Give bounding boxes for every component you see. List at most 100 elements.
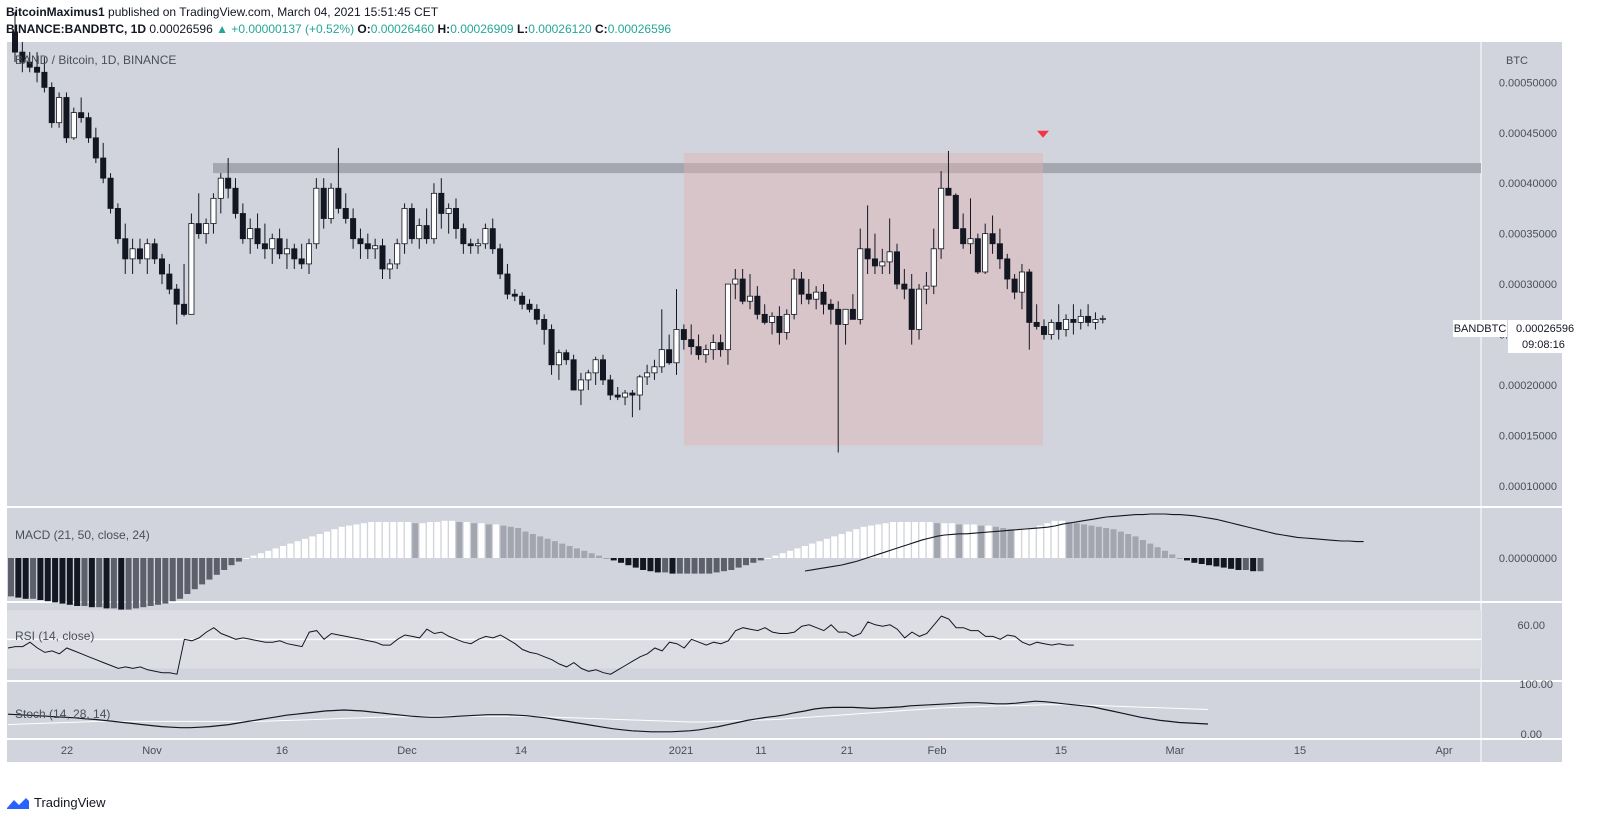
close-value: 0.00026596 [607,22,672,36]
candle [555,352,562,366]
candle [475,243,482,247]
macd-bar [346,525,353,558]
candle [19,51,26,63]
macd-bar [302,538,308,558]
macd-bar [875,524,882,558]
candle [857,248,864,320]
candle [445,208,452,214]
macd-bar [404,522,411,558]
stoch-series [7,700,1209,733]
macd-bar [478,523,485,558]
candle [34,66,41,73]
candle [11,31,18,53]
candle [460,228,467,245]
candle [842,308,849,325]
candle [239,213,246,240]
candle [1055,322,1062,330]
macd-bar [647,558,654,572]
macd-bar [1220,558,1227,568]
candle [203,223,210,235]
macd-bar [823,538,830,558]
candle [548,329,555,366]
candle [511,293,518,297]
resistance-zone [213,163,1481,174]
macd-bar [88,558,95,608]
macd-bar [1191,558,1198,563]
candle [747,295,754,302]
macd-bar [816,541,823,558]
rsi-series [7,610,1481,675]
macd-bar [1022,529,1029,558]
price-label-symbol: BANDBTC [1454,323,1507,335]
macd-bar [831,536,838,558]
stoch-pane [7,682,1481,738]
macd-bar [287,543,294,558]
candle [783,313,790,333]
candle [563,352,570,361]
candle [871,258,878,267]
candle [695,346,702,356]
x-tick-label: 14 [515,745,527,757]
candle [805,293,812,300]
macd-bar [147,558,154,606]
macd-bar [1029,528,1036,558]
candle [680,329,687,340]
y-tick-label: 0.00010000 [1499,481,1557,493]
macd-bar [206,558,213,580]
macd-bar [66,558,73,605]
candle [298,258,305,265]
candle [56,97,63,124]
macd-bar [1007,529,1014,558]
candle [122,238,129,260]
author-name[interactable]: BitcoinMaximus1 [6,5,105,19]
candle [1099,317,1106,320]
candle [26,61,33,68]
candle [423,225,430,240]
macd-bar [324,531,331,558]
macd-bar [390,522,397,558]
last-price: 0.00026596 [149,22,213,36]
candle [820,291,827,305]
candle [305,243,312,265]
y-tick-label: 0.00030000 [1499,279,1557,291]
candle [702,349,709,356]
tradingview-logo[interactable]: TradingView [6,795,106,810]
candle [622,392,629,398]
macd-bar [235,558,242,562]
currency-label: BTC [1506,55,1528,67]
macd-bar [257,553,264,558]
y-tick-label: 0.00015000 [1499,430,1557,442]
low-value: 0.00026120 [528,22,592,36]
macd-bar [618,558,625,563]
candle [225,177,232,189]
macd-bar [191,558,198,590]
candle [908,288,915,330]
macd-bar [272,548,279,558]
candle [342,208,349,219]
candle [497,248,504,275]
macd-pane [7,508,1481,601]
macd-bar [691,558,698,574]
candle [1033,322,1040,327]
candle [401,208,408,245]
candle [144,243,151,260]
main-chart-title: BAND / Bitcoin, 1D, BINANCE [15,53,176,67]
symbol-label: BINANCE:BANDBTC, 1D [6,22,146,36]
macd-bar [118,558,125,610]
candle [114,208,121,240]
candle [291,248,298,260]
macd-signal-line [804,513,1364,572]
macd-bar [485,524,492,558]
candle [1085,315,1092,323]
candle [894,251,901,285]
macd-bar [1117,531,1124,558]
macd-bar [265,550,272,558]
x-tick-label: 21 [841,745,853,757]
macd-bar [221,558,228,570]
candle [658,349,665,368]
macd-bar [566,546,573,558]
candle [710,342,717,351]
low-label: L: [516,22,529,36]
candle [210,197,217,224]
